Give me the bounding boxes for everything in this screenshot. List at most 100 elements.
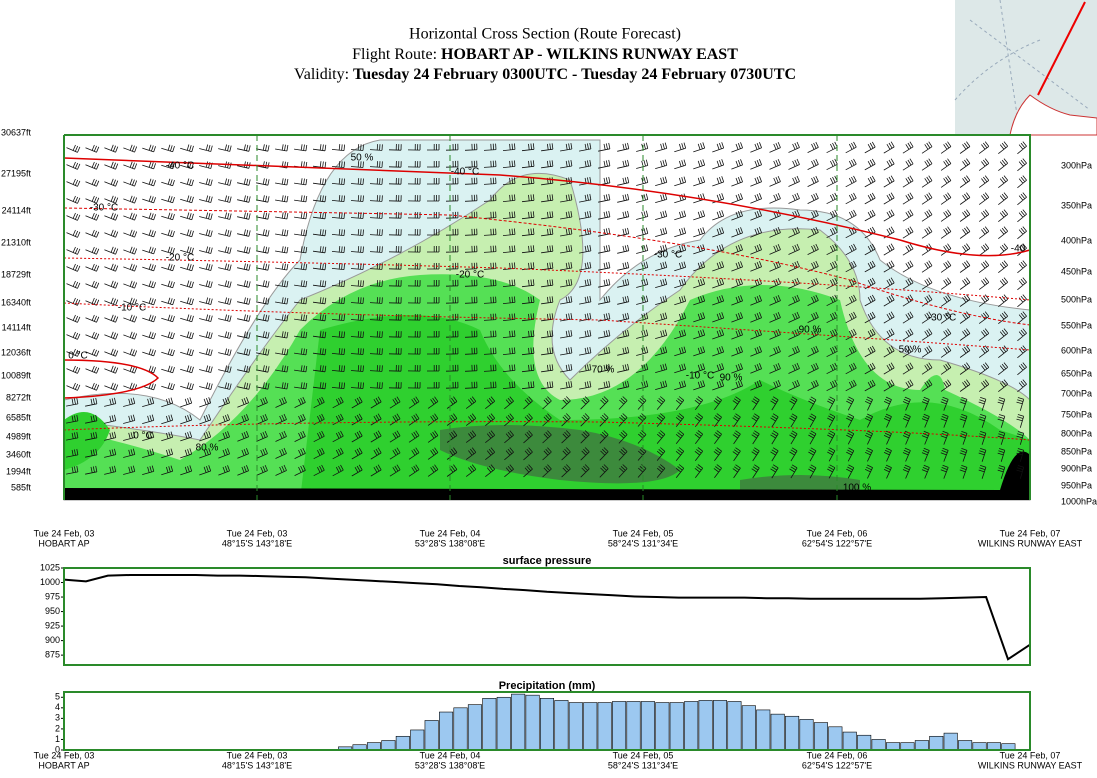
pressure-label: 650hPa xyxy=(1061,368,1092,378)
y-tick-label: 1025 xyxy=(40,562,60,572)
contour-label: 90 % xyxy=(720,373,743,384)
bar xyxy=(554,700,569,751)
pressure-label: 550hPa xyxy=(1061,320,1092,330)
bar xyxy=(424,720,439,751)
route-label: Flight Route: xyxy=(352,46,437,63)
bar xyxy=(410,729,425,751)
bar xyxy=(669,702,684,751)
altitude-label: 14114ft xyxy=(2,322,32,332)
time-label: Tue 24 Feb, 06 xyxy=(807,528,868,538)
bar xyxy=(655,702,670,751)
time-label: Tue 24 Feb, 03 xyxy=(34,750,95,760)
pressure-label: 900hPa xyxy=(1061,463,1092,473)
place-label: WILKINS RUNWAY EAST xyxy=(978,538,1083,548)
place-label: 62°54'S 122°57'E xyxy=(802,760,872,770)
y-tick-label: 3 xyxy=(55,713,60,723)
bar xyxy=(741,705,756,751)
bar xyxy=(756,709,771,751)
bar xyxy=(366,742,381,751)
contour-label: -40 °C xyxy=(166,161,194,172)
bar xyxy=(842,731,857,751)
frame xyxy=(63,567,1031,666)
altitude-label: 6585ft xyxy=(6,412,32,422)
altitude-label: 12036ft xyxy=(1,347,32,357)
bar xyxy=(727,701,742,751)
bar xyxy=(439,711,454,751)
isotherm xyxy=(63,257,1031,301)
bar xyxy=(539,698,555,751)
y-tick-label: 0 xyxy=(55,744,60,754)
altitude-label: 8272ft xyxy=(6,392,32,402)
bar xyxy=(828,726,843,751)
bar xyxy=(496,696,511,751)
contour-label: 50 % xyxy=(351,153,374,164)
pressure-label: 350hPa xyxy=(1061,200,1092,210)
route-line: Flight Route: HOBART AP - WILKINS RUNWAY… xyxy=(352,46,738,63)
altitude-label: 27195ft xyxy=(1,168,32,178)
bar xyxy=(914,740,929,751)
time-label: Tue 24 Feb, 03 xyxy=(227,528,288,538)
isotherm xyxy=(63,359,160,399)
y-tick-label: 975 xyxy=(45,591,60,601)
bar xyxy=(813,722,828,751)
altitude-label: 18729ft xyxy=(1,269,32,279)
time-label: Tue 24 Feb, 04 xyxy=(420,528,481,538)
bar xyxy=(640,701,655,751)
y-tick-label: 1 xyxy=(55,734,60,744)
contour-label: -30 °C xyxy=(928,313,956,324)
time-label: Tue 24 Feb, 04 xyxy=(420,750,481,760)
validity: Tuesday 24 February 0300UTC - Tuesday 24… xyxy=(353,66,796,83)
bar xyxy=(799,719,814,751)
pressure-label: 950hPa xyxy=(1061,480,1092,490)
bar xyxy=(886,742,901,751)
pressure-line xyxy=(63,574,1031,661)
pressure-label: 400hPa xyxy=(1061,235,1092,245)
time-label: Tue 24 Feb, 03 xyxy=(34,528,95,538)
frame xyxy=(63,691,1031,751)
isotherm xyxy=(63,157,1031,257)
contour-label: -10 °C xyxy=(686,371,714,382)
bar xyxy=(511,693,526,751)
bar xyxy=(972,742,987,751)
place-label: 58°24'S 131°34'E xyxy=(608,760,678,770)
pressure-label: 300hPa xyxy=(1061,160,1092,170)
place-label: WILKINS RUNWAY EAST xyxy=(978,760,1083,770)
place-label: 58°24'S 131°34'E xyxy=(608,538,678,548)
contour-label: -30 °C xyxy=(654,250,682,261)
bar xyxy=(943,732,958,751)
place-label: 53°28'S 138°08'E xyxy=(415,760,485,770)
altitude-label: 10089ft xyxy=(1,370,32,380)
contour-label: 100 % xyxy=(843,483,871,494)
contour-label: 70 % xyxy=(592,365,615,376)
bar xyxy=(583,702,598,751)
isotherm xyxy=(63,207,1031,326)
bar xyxy=(482,698,497,751)
contour-label: 0 °C xyxy=(133,431,153,442)
cross-section: -40 °C -40 °C -40 -30 °C -30 °C -30 °C -20 °C -… xyxy=(1,127,1097,548)
bar xyxy=(857,734,872,751)
altitude-label: 21310ft xyxy=(1,237,32,247)
time-label: Tue 24 Feb, 05 xyxy=(613,750,674,760)
pressure-chart: surface pressure 875 900 925 950 975 1000 1025 xyxy=(40,555,1031,666)
pressure-label: 1000hPa xyxy=(1061,496,1097,506)
pressure-label: 850hPa xyxy=(1061,446,1092,456)
altitude-label: 3460ft xyxy=(6,449,32,459)
isotherm xyxy=(63,421,1031,441)
bar xyxy=(453,707,468,751)
time-label: Tue 24 Feb, 07 xyxy=(1000,528,1061,538)
bar xyxy=(525,694,540,751)
place-label: 62°54'S 122°57'E xyxy=(802,538,872,548)
pressure-label: 700hPa xyxy=(1061,388,1092,398)
altitude-label: 585ft xyxy=(11,482,32,492)
bar xyxy=(612,701,627,751)
bar xyxy=(770,713,785,751)
y-tick-label: 950 xyxy=(45,606,60,616)
y-tick-label: 1000 xyxy=(40,577,60,587)
bar xyxy=(597,702,612,751)
y-tick-label: 875 xyxy=(45,650,60,660)
chart-title: Precipitation (mm) xyxy=(499,680,596,692)
time-label: Tue 24 Feb, 07 xyxy=(1000,750,1061,760)
contour-label: 90 % xyxy=(799,325,822,336)
altitude-label: 24114ft xyxy=(2,205,32,215)
